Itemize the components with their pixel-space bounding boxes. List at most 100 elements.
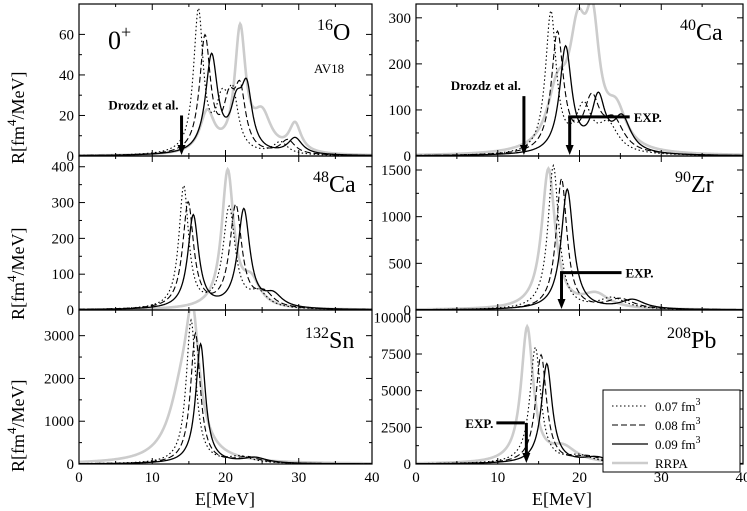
exp-marker: EXP. <box>465 416 531 463</box>
nucleus-symbol: O <box>333 20 350 46</box>
legend-box <box>602 389 741 473</box>
marker-arrowhead <box>557 299 566 309</box>
series-line-sn132-rrpa <box>79 310 372 464</box>
series-line-o16-0-08-fm3 <box>79 33 372 156</box>
legend-label-sup: 3 <box>695 435 700 446</box>
y-tick-label: 300 <box>389 11 412 27</box>
y-tick-label: 0 <box>67 303 75 319</box>
legend-label-sup: 3 <box>695 416 700 427</box>
x-tick-label: 0 <box>75 470 83 486</box>
nucleus-symbol: Pb <box>691 328 716 354</box>
nucleus-mass: 208 <box>667 325 691 342</box>
marker-arrowhead <box>177 145 186 155</box>
nucleus-label: 48Ca <box>313 169 356 198</box>
exp-marker: EXP. <box>565 110 662 155</box>
nucleus-mass: 16 <box>317 17 333 34</box>
drozdz-label: Drozdz et al. <box>108 97 178 112</box>
panel-o16: 0 20 40 60 16O Drozdz et al. <box>59 3 373 165</box>
nucleus-mass: 132 <box>305 325 329 342</box>
legend-label: RRPA <box>655 456 688 471</box>
series-line-zr90-0-09-fm3 <box>416 187 743 310</box>
exp-marker: EXP. <box>557 266 654 309</box>
y-tick-label: 100 <box>389 103 412 119</box>
y-tick-label: 2500 <box>381 420 411 436</box>
legend-label-text: 0.07 fm <box>655 399 695 414</box>
panel-zr90: 0 500 1000 1500 90Zr EXP. <box>381 155 744 319</box>
nucleus-mass: 40 <box>680 17 696 34</box>
series-line-ca48-0-09-fm3 <box>79 207 372 310</box>
y-axis-label-top: R[fm4/MeV] <box>4 72 28 165</box>
marker-arrowhead <box>519 145 528 155</box>
multipole-label: 0+ <box>108 22 131 55</box>
y-tick-label: 200 <box>52 231 75 247</box>
panel-sn132: 0 10 20 30 40 0 1000 2000 3000 132Sn <box>44 309 380 486</box>
y-tick-label: 400 <box>52 160 75 176</box>
y-tick-label: 100 <box>52 267 75 283</box>
legend-label-text: RRPA <box>655 456 688 471</box>
legend-label-text: 0.08 fm <box>655 418 695 433</box>
y-tick-label: 0 <box>404 303 412 319</box>
y-tick-label: 5000 <box>381 384 411 400</box>
drozdz-label: Drozdz et al. <box>451 78 521 93</box>
y-tick-label: 1000 <box>381 210 411 226</box>
series-line-pb208-0-07-fm3 <box>416 345 743 464</box>
x-tick-label: 20 <box>572 470 587 486</box>
series-line-ca48-0-08-fm3 <box>79 200 372 310</box>
nucleus-label: 208Pb <box>667 325 716 354</box>
y-tick-label: 3000 <box>44 329 74 345</box>
y-tick-label: 2000 <box>44 371 74 387</box>
x-tick-label: 10 <box>145 470 160 486</box>
nucleus-label: 90Zr <box>675 169 714 198</box>
y-tick-label: 60 <box>59 27 74 43</box>
y-tick-label: 500 <box>389 256 412 272</box>
x-tick-label: 10 <box>490 470 505 486</box>
nucleus-label: 16O <box>317 17 350 46</box>
drozdz-marker: Drozdz et al. <box>451 78 528 155</box>
legend-label: 0.07 fm3 <box>655 397 700 414</box>
interaction-label: AV18 <box>314 61 344 76</box>
y-tick-label: 40 <box>59 68 74 84</box>
y-tick-label: 0 <box>404 149 412 165</box>
y-tick-label: 1000 <box>44 414 74 430</box>
series-line-ca48-0-07-fm3 <box>79 183 372 310</box>
nucleus-mass: 48 <box>313 169 329 186</box>
panel-pb208: 0 10 20 30 40 0 2500 5000 7500 10000 208Pb EXP. <box>374 309 747 486</box>
marker-arrowhead <box>522 453 531 463</box>
series-line-ca40-0-09-fm3 <box>416 44 743 156</box>
nucleus-symbol: Zr <box>691 172 714 198</box>
x-tick-label: 0 <box>412 470 420 486</box>
y-tick-label: 0 <box>67 457 75 473</box>
nucleus-label: 132Sn <box>305 325 354 354</box>
nucleus-symbol: Ca <box>696 20 723 46</box>
legend-label: 0.08 fm3 <box>655 416 700 433</box>
series-line-ca40-0-08-fm3 <box>416 29 743 156</box>
panel-ca48: 0 100 200 300 400 48Ca <box>52 155 373 319</box>
x-tick-label: 30 <box>654 470 669 486</box>
y-axis-label-middle: R[fm4/MeV] <box>4 228 28 321</box>
panel-ca40: 0 100 200 300 40Ca Drozdz et al. EXP. <box>389 3 744 165</box>
y-tick-label: 200 <box>389 57 412 73</box>
legend-label-sup: 3 <box>695 397 700 408</box>
y-tick-label: 20 <box>59 108 74 124</box>
y-tick-label: 10000 <box>374 310 412 326</box>
x-axis-label-left: E[MeV] <box>195 489 255 509</box>
y-tick-label: 1500 <box>381 163 411 179</box>
series-line-o16-0-09-fm3 <box>79 52 372 156</box>
exp-label: EXP. <box>465 416 493 431</box>
legend-label: 0.09 fm3 <box>655 435 700 452</box>
legend-label-text: 0.09 fm <box>655 437 695 452</box>
series-line-sn132-0-09-fm3 <box>79 342 372 464</box>
y-tick-label: 300 <box>52 196 75 212</box>
x-tick-label: 40 <box>736 470 747 486</box>
x-axis-label-right: E[MeV] <box>532 489 592 509</box>
y-tick-label: 0 <box>404 457 412 473</box>
exp-label: EXP. <box>634 110 662 125</box>
y-tick-label: 7500 <box>381 347 411 363</box>
y-axis-label-bottom: R[fm4/MeV] <box>4 380 28 473</box>
marker-arrowhead <box>565 145 574 155</box>
x-tick-label: 20 <box>218 470 233 486</box>
nucleus-symbol: Ca <box>329 172 356 198</box>
nucleus-symbol: Sn <box>329 328 354 354</box>
